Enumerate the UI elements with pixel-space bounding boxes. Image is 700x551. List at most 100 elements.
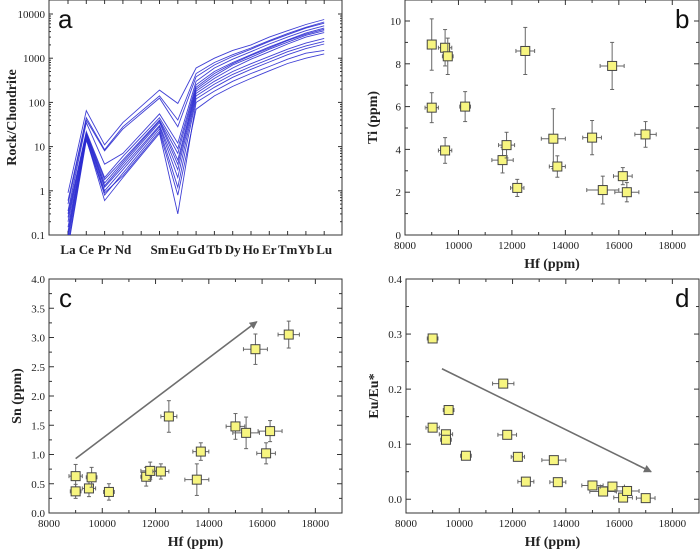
data-point [424,92,439,124]
data-point [510,178,525,197]
y-tick-label: 10 [34,142,46,154]
y-tick-label: 0 [396,230,402,242]
x-tick-label: 10000 [445,240,473,252]
data-point [277,320,300,349]
panel-c-sn-vs-hf: 8000 10000 12000 14000 16000 18000 0.0 0.5 1.0 1.… [10,274,343,550]
data-point [81,479,97,498]
data-point [491,146,514,174]
data-point [257,420,283,443]
data-point [614,182,640,203]
data-point [515,26,536,75]
scatter-marker [195,446,206,457]
data-point [85,466,98,488]
x-tick-label: 10000 [89,518,117,530]
y-axis-title: Sn (ppm) [10,368,25,424]
scatter-marker [283,329,294,340]
data-point [548,155,566,178]
x-tick-label: 8000 [394,240,417,252]
y-tick-label: 0.5 [31,479,45,491]
y-tick-label: 6 [396,102,402,114]
y-tick-label: 3.0 [31,333,45,345]
data-point [614,485,640,496]
scatter-marker [552,477,563,488]
panel-c-letter: c [59,283,72,313]
ree-element-label: Sm [150,242,168,257]
x-tick-label: 10000 [446,518,474,530]
y-tick-label: 1 [40,186,46,198]
data-point [426,18,437,71]
y-axis-title: Rock/Chondrite [5,69,20,165]
scatter-marker [155,466,166,477]
scatter-marker [241,427,252,438]
x-axis-title: Hf (ppm) [168,535,224,550]
data-point [498,131,516,159]
scatter-marker [587,132,598,143]
ree-element-label: Nd [115,242,132,257]
y-tick-label: 0.0 [388,494,402,506]
data-point [540,108,566,170]
data-point [442,405,455,416]
y-tick-label: 4.0 [31,274,45,286]
scatter-marker [607,481,618,492]
data-point [582,120,602,156]
y-tick-label: 0.3 [388,329,402,341]
scatter-marker [597,185,608,196]
data-point [635,493,656,504]
scatter-marker [70,471,81,482]
scatter-marker [83,483,94,494]
ree-series-line-s13 [69,53,325,235]
panel-letter-a: a [58,4,73,34]
data-point [242,333,268,365]
scatter-marker [70,486,81,497]
data-point [492,378,515,389]
data-point [225,413,246,440]
x-tick-label: 12000 [142,518,170,530]
data-point [612,167,633,186]
y-tick-label: 0.1 [388,439,402,451]
ree-element-label: Gd [187,242,205,257]
y-tick-label: 10 [390,16,402,28]
scatter-marker [587,480,598,491]
x-tick-label: 14000 [552,240,580,252]
x-tick-label: 8000 [395,518,418,530]
ree-series-group [67,19,325,235]
data-point [517,476,535,487]
x-tick-label: 18000 [659,518,687,530]
y-tick-label: 0.4 [388,274,402,286]
scatter-marker [512,451,523,462]
scatter-marker [163,411,174,422]
x-tick-label: 12000 [499,518,527,530]
data-point [69,483,82,499]
scatter-marker [617,171,628,182]
trend-arrow [441,368,652,473]
y-tick-label: 2 [396,187,402,199]
ree-series-line-s3 [67,22,325,205]
scatter-marker [145,465,156,476]
scatter-marker [460,101,471,112]
ree-element-label: Pr [98,242,112,257]
y-tick-label: 1.0 [31,450,45,462]
ree-element-label: Tm [278,242,298,257]
trend-arrow [75,321,258,460]
scatter-marker [440,145,451,156]
data-point [256,442,276,465]
scatter-marker [622,485,633,496]
panel-d-eu-anomaly-vs-hf: 8000 10000 12000 14000 16000 18000 0.0 0.1 0.2 0.… [367,274,700,550]
scatter-marker [261,448,272,459]
scatter-marker [103,486,114,497]
y-tick-label: 100 [29,97,46,109]
ree-element-label: Eu [170,242,186,257]
ree-series-line-s6 [67,28,325,218]
x-tick-label: 16000 [605,240,633,252]
scatter-marker [191,474,202,485]
data-point [460,450,472,461]
ree-series-line-s11 [68,43,325,235]
scatter-marker [548,133,559,144]
data-point [425,422,440,433]
panel-a-ree-pattern: 0.1 1 10 100 1000 10000 La Ce Pr Nd Sm Eu Gd Tb Dy Ho Er… [5,0,343,257]
panel-d-plot-frame [405,278,700,514]
scatter-marker [497,155,508,166]
ree-element-label: Ce [79,242,94,257]
ree-element-label: Tb [206,242,222,257]
